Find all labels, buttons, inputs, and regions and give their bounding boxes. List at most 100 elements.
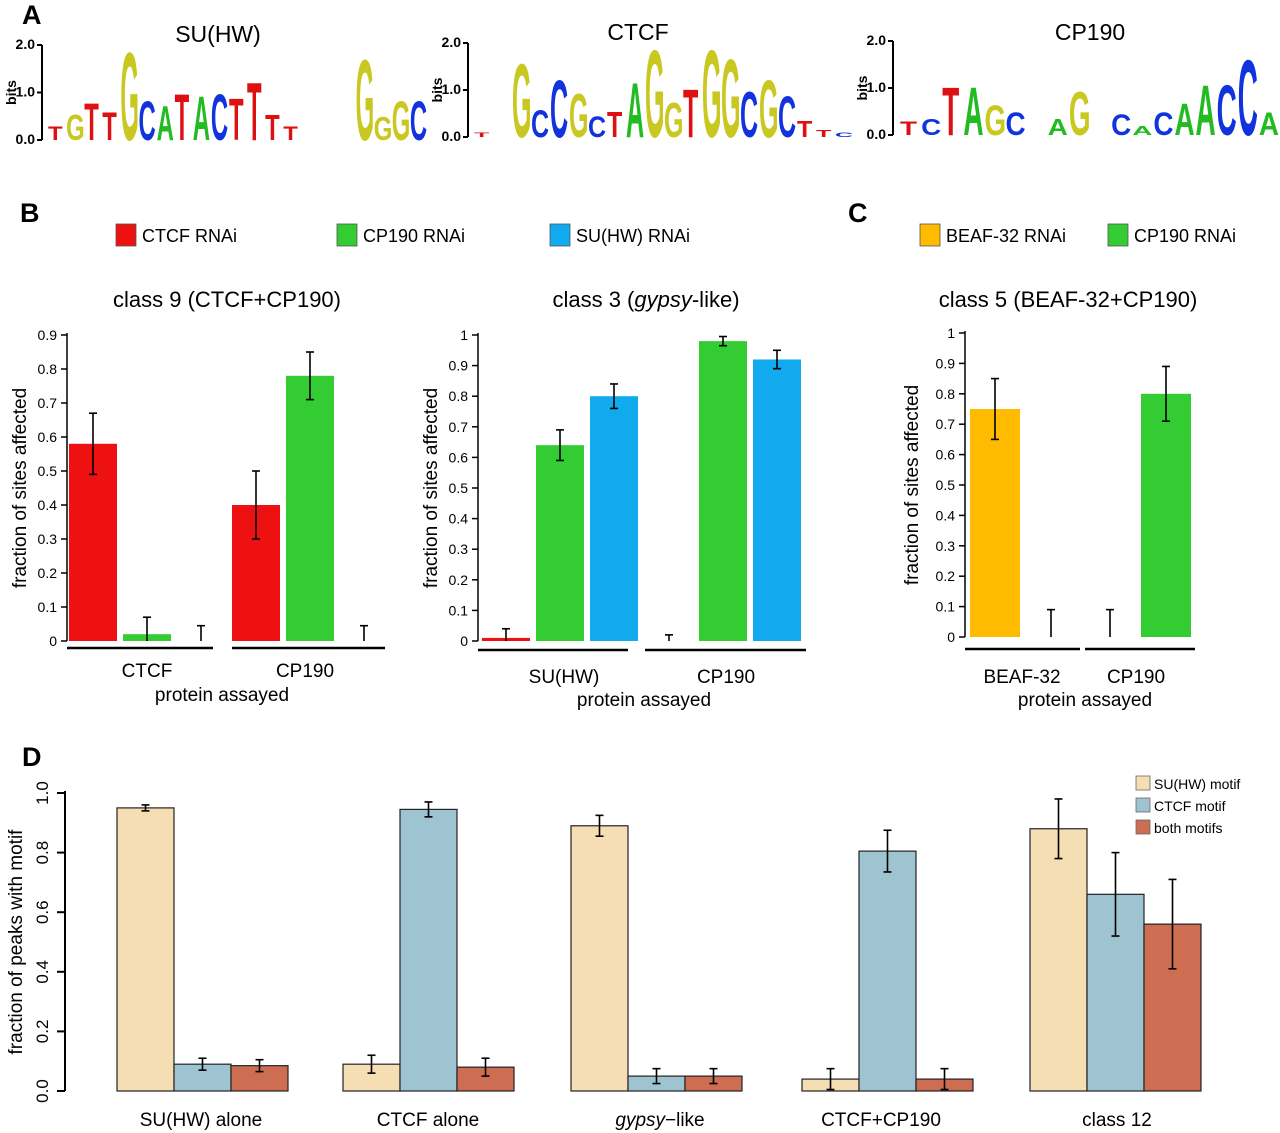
y-tick-label: 0.9 <box>936 355 956 371</box>
logo-letter: G <box>721 38 741 162</box>
logo-letter: G <box>664 94 683 148</box>
y-tick-label: 0.5 <box>38 463 58 479</box>
y-tick-label: 0 <box>49 633 57 649</box>
y-tick-label: 0.5 <box>449 480 469 496</box>
logo-letter: A <box>1196 70 1216 150</box>
logo-letter: A <box>1259 107 1279 142</box>
y-tick-label: 0.8 <box>936 386 956 402</box>
legend-label: BEAF-32 RNAi <box>946 226 1066 246</box>
y-tick-label: 0.9 <box>449 358 469 374</box>
legend-b: CTCF RNAi CP190 RNAi SU(HW) RNAi <box>115 223 690 247</box>
y-tick-label: 0.0 <box>33 1079 52 1103</box>
logo-letter: T <box>797 117 813 143</box>
y-tick-label: 0.4 <box>449 511 469 527</box>
chart-class5: class 5 (BEAF-32+CP190) 0 0.1 0.2 0.3 0.4 0.5 0… <box>902 287 1197 711</box>
logo-title: CP190 <box>1055 19 1125 45</box>
logo-letter: A <box>157 97 174 152</box>
logo-letter: C <box>740 79 758 152</box>
legend-label: CTCF RNAi <box>142 226 237 246</box>
logo-letter: C <box>835 131 853 138</box>
legend-swatch <box>1107 223 1129 247</box>
legend-swatch <box>919 223 941 247</box>
category-label: SU(HW) alone <box>140 1110 262 1131</box>
legend-label: CTCF motif <box>1154 798 1226 814</box>
legend-label: CP190 RNAi <box>363 226 465 246</box>
category-label: CTCF+CP190 <box>821 1110 941 1131</box>
legend-swatch <box>336 223 358 247</box>
bar-1-1 <box>699 341 747 641</box>
logo-letter: T <box>247 65 262 157</box>
y-tick-label: 0.1 <box>936 599 956 615</box>
chart-class9: class 9 (CTCF+CP190) 0 0.1 0.2 0.3 0.4 0.5 0.6 0… <box>10 287 385 706</box>
logo-letter: G <box>66 107 85 148</box>
legend-swatch <box>1135 819 1151 835</box>
legend-swatch <box>1135 775 1151 791</box>
logo-letter: T <box>102 104 117 149</box>
legend-item: BEAF-32 RNAi <box>919 223 1066 247</box>
logo-letter: G <box>392 91 411 153</box>
x-axis-label: protein assayed <box>1018 690 1152 711</box>
bar-2-0 <box>230 1065 289 1092</box>
logo-letter: C <box>921 115 941 140</box>
logo-letter: T <box>683 75 698 152</box>
y-tick-label: 0 <box>947 629 955 645</box>
y-tick-label: 0.4 <box>38 497 58 513</box>
bar-1-3 <box>858 850 917 1092</box>
y-tick-label: 0.4 <box>936 507 956 523</box>
y-tick-label: 0.6 <box>936 447 956 463</box>
logo-letter: G <box>645 25 664 164</box>
y-tick-label: 0 <box>460 633 468 649</box>
y-tick-label: 0.2 <box>33 1020 52 1044</box>
legend-swatch <box>1135 797 1151 813</box>
logo-letter: G <box>120 27 139 167</box>
y-tick-label: 0.9 <box>38 327 58 343</box>
logo-letter: A <box>193 84 210 154</box>
logo-tick-label: 2.0 <box>442 34 462 50</box>
category-label: BEAF-32 <box>983 667 1060 688</box>
category-label: CP190 <box>276 661 334 682</box>
chart-class3: class 3 (gypsy-like) 0 0.1 0.2 0.3 0.4 0.5 0.6 0… <box>421 287 806 711</box>
logo-letter: C <box>588 110 606 143</box>
chart-motif-fraction: 0.0 0.2 0.4 0.6 0.8 1.0 fraction of peaks with… <box>6 781 1202 1131</box>
chart-title: class 5 (BEAF-32+CP190) <box>939 287 1198 312</box>
logo-letter: G <box>1069 80 1091 150</box>
logo-letter: T <box>48 122 63 145</box>
logo-letter: G <box>569 82 588 151</box>
y-tick-label: 0.3 <box>936 538 956 554</box>
y-tick-label: 0.6 <box>33 900 52 924</box>
y-tick-label: 0.2 <box>38 565 58 581</box>
y-tick-label: 1 <box>460 327 468 343</box>
category-label: CP190 <box>1107 667 1165 688</box>
y-tick-label: 0.2 <box>936 568 956 584</box>
logo-letter: A <box>626 67 644 155</box>
logo-letter: C <box>138 91 155 153</box>
panel-label-b: B <box>20 198 40 228</box>
logo-tick-label: 2.0 <box>867 32 887 48</box>
logo-letter: T <box>175 80 190 154</box>
y-tick-label: 0.2 <box>449 572 469 588</box>
panel-label-a: A <box>22 0 42 30</box>
bar-0-2 <box>570 825 629 1092</box>
logo-tick-label: 0.0 <box>442 128 462 144</box>
category-label: class 12 <box>1082 1110 1152 1131</box>
legend-label: SU(HW) motif <box>1154 776 1240 792</box>
y-tick-label: 0.6 <box>449 449 469 465</box>
logo-letter: A <box>1174 95 1194 146</box>
y-tick-label: 0.7 <box>38 395 58 411</box>
logo-title: SU(HW) <box>175 21 261 47</box>
y-tick-label: 0.1 <box>449 602 469 618</box>
logo-letter: C <box>531 101 549 145</box>
logo-ylabel: bits <box>3 80 19 105</box>
logo-letter: C <box>1217 70 1237 150</box>
logo-letter: T <box>474 131 489 138</box>
y-tick-label: 0.1 <box>38 599 58 615</box>
panel-label-c: C <box>848 198 868 228</box>
y-axis-label: fraction of sites affected <box>902 385 923 585</box>
y-tick-label: 0.8 <box>33 841 52 865</box>
logo-letter: A <box>1132 123 1152 138</box>
